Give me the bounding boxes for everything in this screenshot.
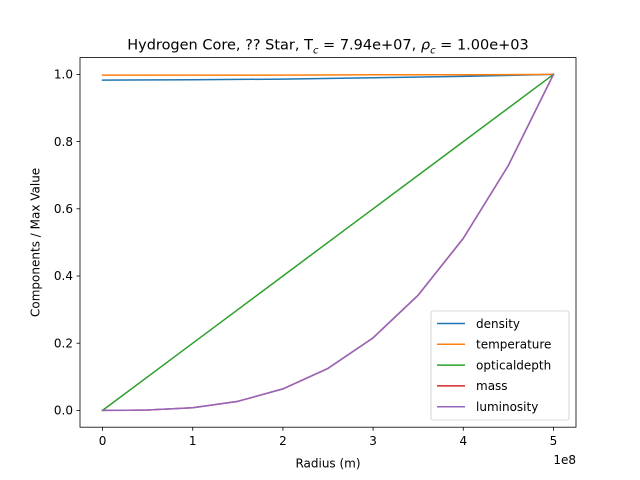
legend-label-opticaldepth: opticaldepth [476, 358, 551, 372]
legend-label-density: density [476, 317, 520, 331]
x-axis-ticks: 0 1 2 3 4 5 [99, 427, 558, 448]
x-tick-label: 1 [189, 434, 197, 448]
y-tick-label: 0.2 [54, 336, 73, 350]
y-axis-ticks: 0.0 0.2 0.4 0.6 0.8 1.0 [54, 68, 80, 418]
plot-frame [79, 57, 577, 428]
title-t-subscript: c [313, 46, 319, 57]
series-line-opticaldepth [101, 73, 555, 412]
y-tick-label: 0.8 [54, 135, 73, 149]
y-tick-label: 0.6 [54, 202, 73, 216]
x-axis-label: Radius (m) [295, 457, 360, 471]
x-tick-label: 0 [99, 434, 107, 448]
legend-label-luminosity: luminosity [476, 400, 538, 414]
x-tick-label: 5 [550, 434, 558, 448]
title-rho-symbol: ρ [421, 38, 431, 54]
x-tick-label: 4 [459, 434, 467, 448]
series-line-density [101, 73, 555, 81]
title-rho-subscript: c [430, 46, 436, 57]
legend-box [430, 310, 570, 421]
series-line-luminosity [101, 73, 555, 412]
chart-title: Hydrogen Core, ?? Star, Tc = 7.94e+07, ρ… [127, 38, 529, 57]
legend-label-temperature: temperature [476, 338, 551, 352]
legend-label-mass: mass [476, 379, 508, 393]
y-tick-label: 1.0 [54, 68, 73, 82]
x-tick-label: 2 [279, 434, 287, 448]
series-layer [101, 73, 555, 412]
x-tick-label: 3 [369, 434, 377, 448]
y-tick-label: 0.4 [54, 269, 73, 283]
legend: density temperature opticaldepth mass lumino… [430, 310, 570, 421]
y-axis-label: Components / Max Value [29, 168, 43, 317]
x-axis-offset-label: 1e8 [553, 453, 576, 467]
y-tick-label: 0.0 [54, 404, 73, 418]
series-line-temperature [101, 73, 555, 76]
